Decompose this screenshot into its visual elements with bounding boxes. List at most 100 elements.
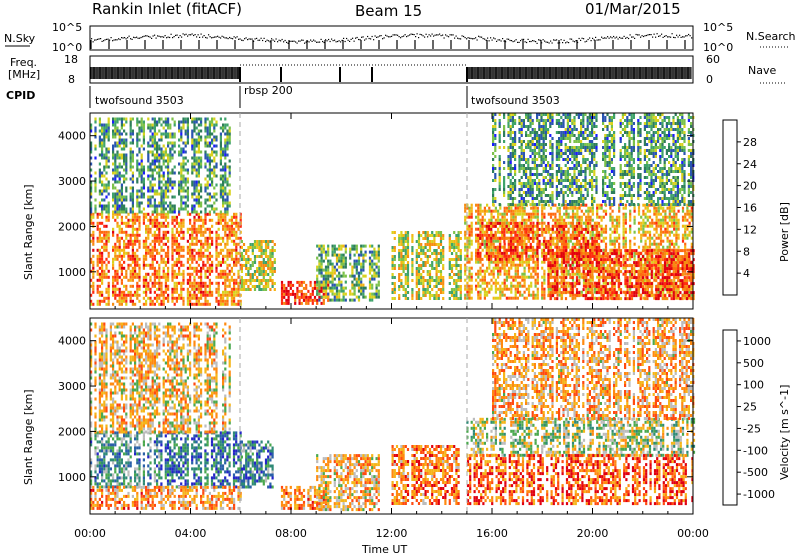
power-cell xyxy=(105,187,107,190)
power-cell xyxy=(261,249,263,252)
power-cell xyxy=(233,240,235,243)
power-cell xyxy=(99,130,101,133)
power-cell xyxy=(130,234,132,237)
power-cell xyxy=(392,258,394,261)
power-cell xyxy=(250,264,252,267)
power-cell xyxy=(471,276,473,279)
nsky-point xyxy=(328,39,329,40)
power-cell xyxy=(191,136,193,139)
power-cell xyxy=(220,184,222,187)
power-cell xyxy=(116,154,118,157)
nsky-point xyxy=(655,37,656,38)
nsky-point xyxy=(621,38,622,39)
power-cell xyxy=(174,219,176,222)
power-cell xyxy=(224,270,226,273)
power-cell xyxy=(416,249,418,252)
power-cell xyxy=(373,278,375,281)
power-cell xyxy=(490,288,492,291)
power-cell xyxy=(482,288,484,291)
power-cell xyxy=(174,124,176,127)
nsky-point xyxy=(282,39,283,40)
power-cell xyxy=(420,279,422,282)
power-cell xyxy=(471,213,473,216)
power-cell xyxy=(329,260,331,263)
power-cell xyxy=(267,246,269,249)
power-cell xyxy=(198,163,200,166)
nsky-point xyxy=(687,35,688,36)
power-cell xyxy=(215,237,217,240)
power-cell xyxy=(427,288,429,291)
power-cell xyxy=(224,219,226,222)
power-cell xyxy=(211,178,213,181)
power-cell xyxy=(200,166,202,169)
power-cell xyxy=(202,231,204,234)
power-cell xyxy=(92,249,94,252)
power-cell xyxy=(323,290,325,293)
power-cell xyxy=(154,163,156,166)
power-cell xyxy=(226,193,228,196)
power-cell xyxy=(145,276,147,279)
power-cell xyxy=(200,231,202,234)
power-cell xyxy=(360,269,362,272)
power-cell xyxy=(420,273,422,276)
power-cell xyxy=(442,291,444,294)
power-cell xyxy=(325,284,327,287)
nsky-point xyxy=(265,41,266,42)
power-cell xyxy=(343,287,345,290)
power-cell xyxy=(156,154,158,157)
power-cell xyxy=(119,196,121,199)
nsky-point xyxy=(487,38,488,39)
nsky-point xyxy=(433,36,434,37)
power-cell xyxy=(116,279,118,282)
power-cell xyxy=(535,216,537,219)
nsky-point xyxy=(351,39,352,40)
nsky-point xyxy=(315,41,316,42)
power-cell xyxy=(495,210,497,213)
power-cell xyxy=(114,249,116,252)
power-cell xyxy=(241,288,243,291)
nsky-point xyxy=(184,34,185,35)
power-cell xyxy=(196,228,198,231)
power-cell xyxy=(116,282,118,285)
power-cell xyxy=(215,193,217,196)
power-cell xyxy=(543,279,545,282)
nsky-point xyxy=(357,37,358,38)
power-cell xyxy=(200,184,202,187)
power-cell xyxy=(241,246,243,249)
power-cell xyxy=(209,142,211,145)
power-cell xyxy=(130,157,132,160)
power-cell xyxy=(220,294,222,297)
power-cell xyxy=(180,255,182,258)
power-cell xyxy=(358,296,360,299)
power-cell xyxy=(338,290,340,293)
power-cell xyxy=(453,291,455,294)
power-cell xyxy=(519,264,521,267)
power-cell xyxy=(329,272,331,275)
power-cell xyxy=(165,216,167,219)
power-cell xyxy=(504,273,506,276)
power-cell xyxy=(488,243,490,246)
power-cell xyxy=(247,270,249,273)
power-cell xyxy=(92,243,94,246)
power-cell xyxy=(92,288,94,291)
power-cell xyxy=(358,278,360,281)
power-cell xyxy=(231,270,233,273)
power-cell xyxy=(524,210,526,213)
power-cell xyxy=(116,222,118,225)
power-cell xyxy=(105,273,107,276)
power-cell xyxy=(114,157,116,160)
power-cell xyxy=(105,172,107,175)
power-cell xyxy=(369,287,371,290)
power-cell xyxy=(521,249,523,252)
power-cell xyxy=(141,145,143,148)
power-cell xyxy=(174,181,176,184)
power-cell xyxy=(149,276,151,279)
nsky-point xyxy=(415,36,416,37)
power-cell xyxy=(99,139,101,142)
power-cell xyxy=(378,293,380,296)
power-cell xyxy=(105,243,107,246)
power-cell xyxy=(327,254,329,257)
power-cell xyxy=(356,272,358,275)
power-cell xyxy=(392,246,394,249)
